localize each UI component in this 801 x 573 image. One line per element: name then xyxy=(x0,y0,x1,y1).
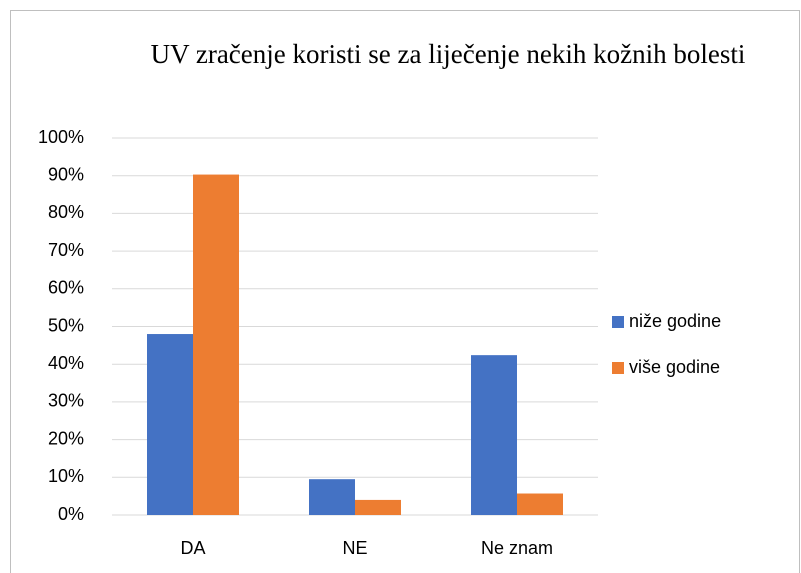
chart-title: UV zračenje koristi se za liječenje neki… xyxy=(150,39,746,69)
y-tick-label: 0% xyxy=(58,504,84,524)
legend-label: niže godine xyxy=(629,311,721,331)
bar xyxy=(517,493,563,515)
bar xyxy=(147,334,193,515)
y-tick-label: 30% xyxy=(48,391,84,411)
bar xyxy=(471,355,517,515)
y-tick-label: 70% xyxy=(48,240,84,260)
chart-border xyxy=(10,10,800,573)
legend-swatch xyxy=(612,316,624,328)
bar xyxy=(355,499,401,515)
x-tick-label: DA xyxy=(180,538,205,558)
y-tick-label: 20% xyxy=(48,428,84,448)
y-tick-label: 80% xyxy=(48,202,84,222)
x-tick-label: Ne znam xyxy=(481,538,553,558)
y-tick-label: 90% xyxy=(48,164,84,184)
legend-label: više godine xyxy=(629,357,720,377)
legend-swatch xyxy=(612,362,624,374)
y-tick-label: 100% xyxy=(38,127,84,147)
x-tick-label: NE xyxy=(342,538,367,558)
y-tick-label: 40% xyxy=(48,353,84,373)
bar xyxy=(193,174,239,515)
y-tick-label: 60% xyxy=(48,278,84,298)
y-tick-label: 50% xyxy=(48,315,84,335)
bar xyxy=(309,479,355,515)
y-tick-label: 10% xyxy=(48,466,84,486)
